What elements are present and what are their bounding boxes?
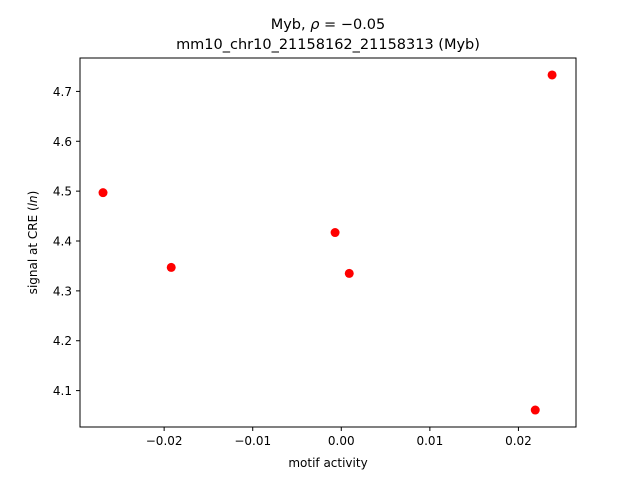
y-tick-label: 4.5 <box>53 185 72 199</box>
x-tick-label: −0.01 <box>234 434 271 448</box>
x-axis: −0.02 −0.01 0.00 0.01 0.02 <box>146 427 532 448</box>
y-tick-label: 4.4 <box>53 235 72 249</box>
data-point <box>98 188 108 198</box>
x-tick-label: 0.00 <box>328 434 355 448</box>
chart-title-line2: mm10_chr10_21158162_21158313 (Myb) <box>176 37 480 53</box>
data-points <box>98 70 557 415</box>
data-point <box>344 268 354 278</box>
data-point <box>166 262 176 272</box>
chart-title-line1: Myb, ρ = −0.05 <box>271 17 386 33</box>
y-tick-label: 4.6 <box>53 135 72 149</box>
x-tick-label: 0.02 <box>505 434 532 448</box>
y-tick-label: 4.7 <box>53 85 72 99</box>
y-tick-label: 4.3 <box>53 284 72 298</box>
y-axis-label: signal at CRE (ln) <box>26 191 40 295</box>
data-point <box>547 70 557 80</box>
y-tick-label: 4.2 <box>53 334 72 348</box>
plot-frame <box>79 57 577 428</box>
data-point <box>330 228 340 238</box>
x-tick-label: 0.01 <box>416 434 443 448</box>
y-axis: 4.1 4.2 4.3 4.4 4.5 4.6 4.7 <box>53 85 80 398</box>
x-tick-label: −0.02 <box>146 434 183 448</box>
x-axis-label: motif activity <box>288 456 367 470</box>
data-point <box>530 405 540 415</box>
y-tick-label: 4.1 <box>53 384 72 398</box>
